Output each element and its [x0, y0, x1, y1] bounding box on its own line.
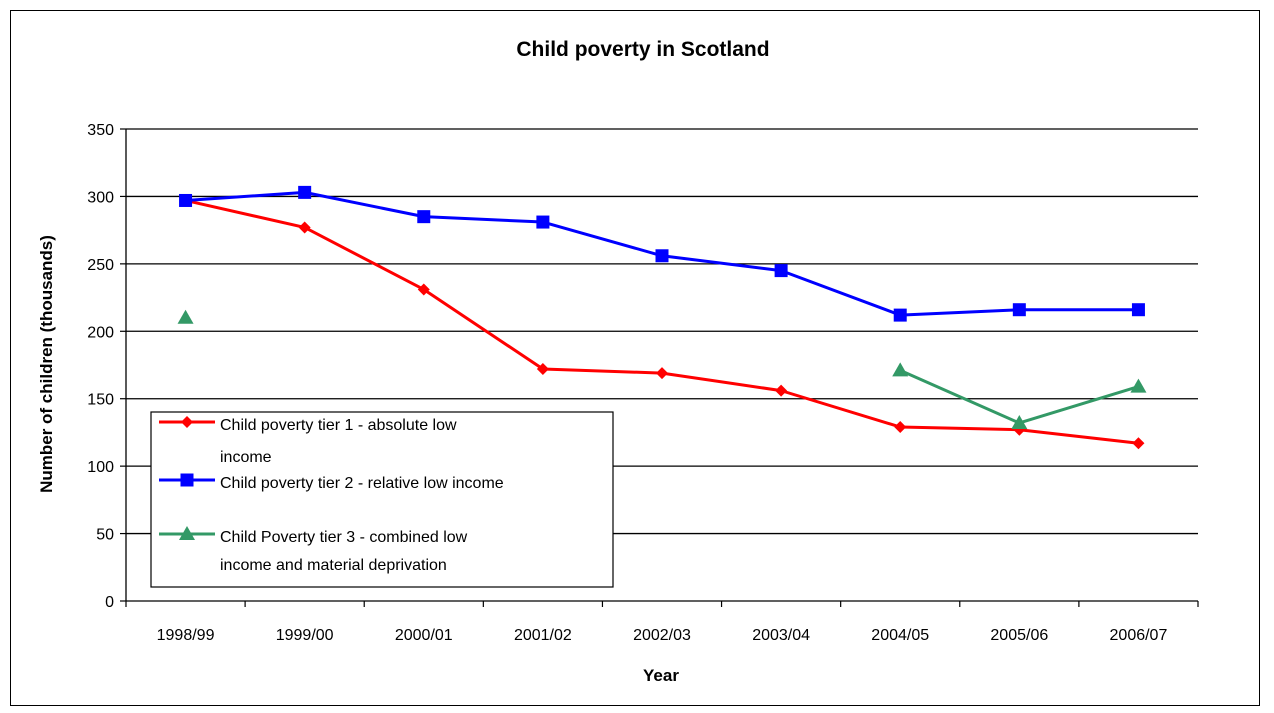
y-axis-title: Number of children (thousands) [37, 235, 56, 493]
series-line [185, 199, 1139, 445]
data-point-diamond [775, 384, 788, 397]
y-tick-label: 200 [87, 324, 114, 341]
data-point-triangle [892, 362, 909, 377]
y-axis-ticks: 0 50 100 150 200 250 300 350 [87, 122, 126, 611]
y-tick-label: 250 [87, 257, 114, 274]
data-point-diamond [1132, 437, 1145, 450]
x-tick-label: 2005/06 [990, 627, 1048, 644]
series-2 [179, 185, 1145, 322]
series-1 [179, 194, 1145, 450]
y-tick-label: 350 [87, 122, 114, 139]
x-tick-label: 2002/03 [633, 627, 691, 644]
data-point-square [180, 473, 194, 487]
x-tick-label: 2003/04 [752, 627, 810, 644]
chart-title: Child poverty in Scotland [516, 38, 769, 61]
y-tick-label: 100 [87, 459, 114, 476]
x-tick-label: 2001/02 [514, 627, 572, 644]
y-tick-label: 150 [87, 392, 114, 409]
data-point-square [1131, 303, 1145, 317]
data-point-diamond [298, 221, 311, 234]
x-tick-label: 1998/99 [157, 627, 215, 644]
legend-label: Child poverty tier 1 - absolute low [220, 417, 457, 434]
x-tick-label: 1999/00 [276, 627, 334, 644]
series-3 [177, 309, 1147, 429]
legend: Child poverty tier 1 - absolute low incom… [150, 411, 614, 588]
data-point-diamond [536, 363, 549, 376]
data-point-square [179, 193, 193, 207]
x-axis-title: Year [643, 666, 679, 685]
data-point-square [655, 249, 669, 263]
x-tick-label: 2004/05 [871, 627, 929, 644]
data-point-diamond [181, 416, 193, 428]
y-tick-label: 50 [96, 527, 114, 544]
data-point-square [1012, 303, 1026, 317]
y-tick-label: 300 [87, 189, 114, 206]
y-tick-label: 0 [105, 594, 114, 611]
x-axis-ticks: 1998/99 1999/00 2000/01 2001/02 2002/03 2003/… [125, 601, 1199, 644]
chart-area [10, 10, 1260, 706]
legend-label: income and material deprivation [220, 557, 447, 574]
data-point-triangle [179, 526, 195, 540]
data-point-diamond [656, 367, 668, 380]
data-point-triangle [177, 309, 194, 324]
data-point-square [298, 185, 312, 199]
legend-label: Child poverty tier 2 - relative low inco… [220, 475, 504, 492]
data-point-triangle [1130, 378, 1147, 393]
series-group [177, 185, 1147, 450]
legend-box [150, 411, 614, 588]
x-tick-label: 2006/07 [1110, 627, 1168, 644]
x-tick-label: 2000/01 [395, 627, 453, 644]
legend-label: income [220, 449, 272, 466]
data-point-square [774, 264, 788, 278]
data-point-square [417, 210, 431, 224]
data-point-square [536, 215, 550, 229]
data-point-diamond [894, 421, 907, 434]
data-point-triangle [1011, 414, 1028, 429]
axes [125, 129, 1198, 602]
data-point-square [893, 308, 907, 322]
data-point-diamond [417, 283, 430, 296]
legend-label: Child Poverty tier 3 - combined low [220, 529, 468, 546]
